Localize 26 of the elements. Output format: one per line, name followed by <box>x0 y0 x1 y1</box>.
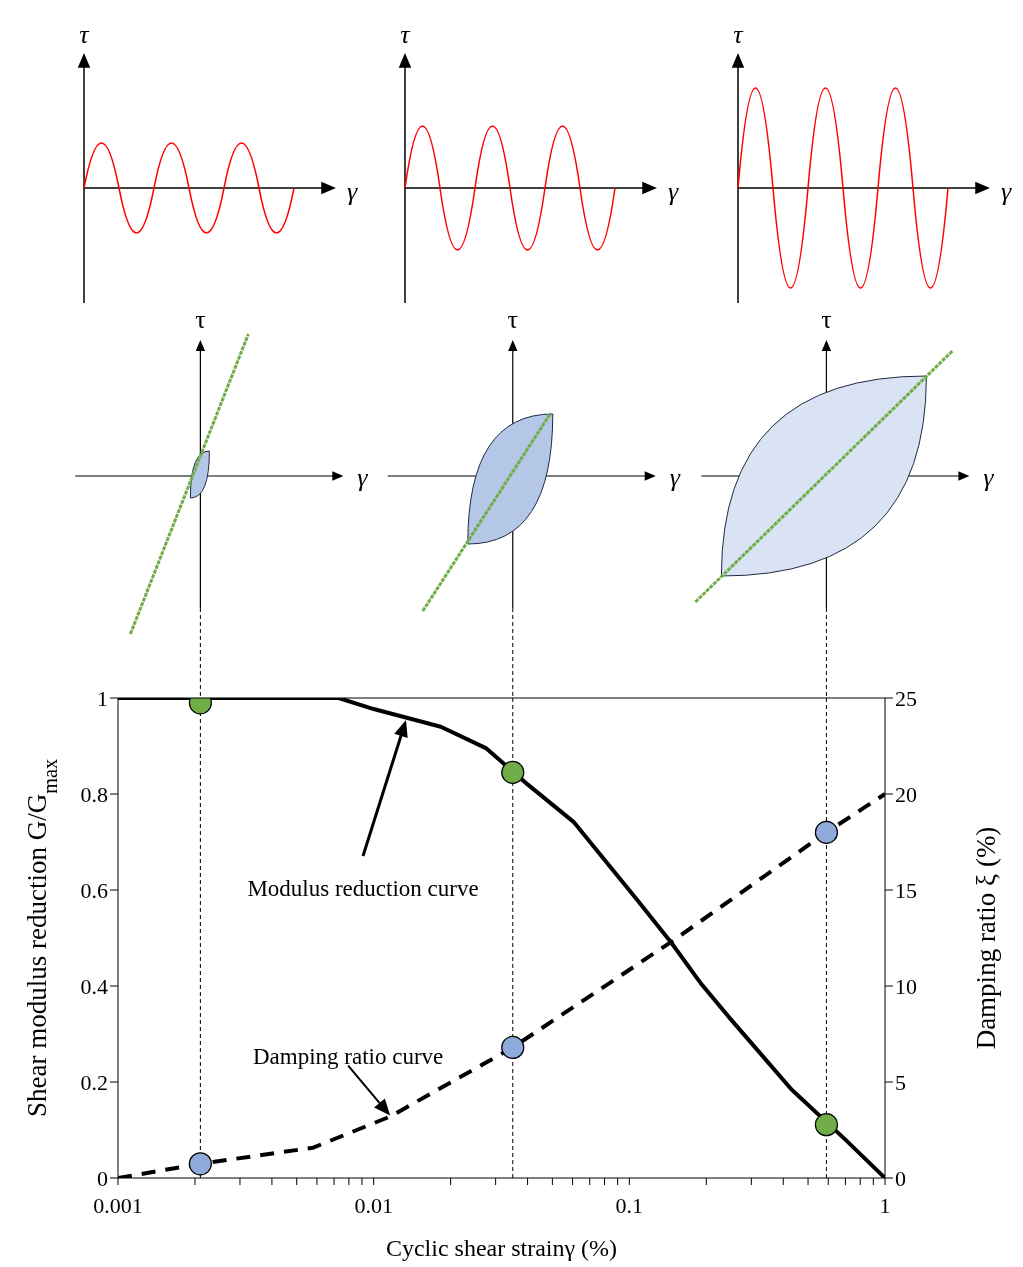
point <box>814 820 839 844</box>
hysteresis-loop-diagram: τ γ <box>387 305 680 612</box>
x-axis-title: Cyclic shear strainγ (%) <box>385 1235 618 1261</box>
annotation: Modulus reduction curve <box>247 876 479 901</box>
y-tick-label: 0 <box>97 1165 108 1191</box>
x-tick-label: 0.01 <box>354 1192 393 1218</box>
hysteresis-loop-diagram: τ γ <box>694 305 994 609</box>
y2-axis-title: Damping ratio ξ (%) <box>971 826 1001 1050</box>
point <box>188 1152 212 1176</box>
x-tick-label: 0.001 <box>93 1192 143 1218</box>
y2-tick-label: 15 <box>895 877 917 903</box>
y-tick-label: 0.2 <box>80 1069 108 1095</box>
y-tick-label: 0.4 <box>80 973 108 999</box>
y2-tick-label: 25 <box>895 685 917 711</box>
hysteresis-loop-diagram: τ γ <box>74 305 368 635</box>
x-tick-label: 1 <box>879 1192 891 1218</box>
point <box>501 1035 525 1060</box>
annotation: Damping ratio curve <box>252 1043 444 1069</box>
y-tick-label: 0.8 <box>80 781 108 807</box>
y2-tick-label: 10 <box>895 973 917 999</box>
x-tick-label: 0.1 <box>615 1192 644 1218</box>
y2-tick-label: 5 <box>895 1069 906 1095</box>
y2-tick-label: 20 <box>895 781 917 807</box>
y-tick-label: 0.6 <box>80 877 108 903</box>
y2-tick-label: 0 <box>895 1165 906 1191</box>
y-tick-label: 1 <box>97 685 108 711</box>
